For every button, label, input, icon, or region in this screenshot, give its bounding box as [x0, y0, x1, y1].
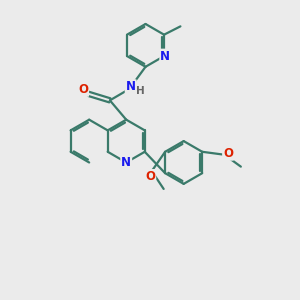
- Text: O: O: [223, 147, 233, 160]
- Text: N: N: [160, 50, 170, 63]
- Text: O: O: [145, 170, 155, 183]
- Text: H: H: [136, 86, 145, 96]
- Text: O: O: [78, 83, 88, 96]
- Text: N: N: [126, 80, 136, 93]
- Text: N: N: [121, 156, 131, 169]
